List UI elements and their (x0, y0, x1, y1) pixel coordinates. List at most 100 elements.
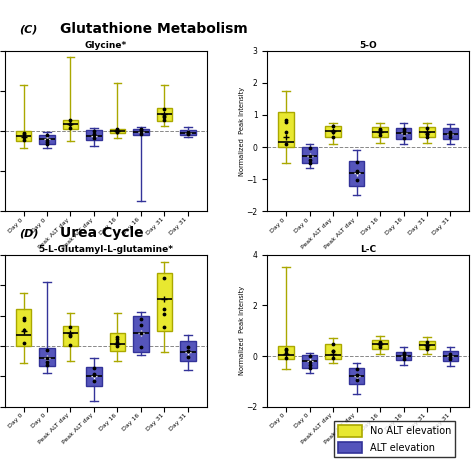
Point (353, 365, 360, 373)
Point (423, 124, 431, 132)
Point (376, 341, 384, 348)
Point (67, 331, 74, 339)
Point (43, 131, 51, 139)
Point (423, 338, 431, 346)
PathPatch shape (180, 130, 196, 135)
Title: Glycine*: Glycine* (84, 41, 127, 50)
Point (67, 332, 74, 340)
PathPatch shape (373, 340, 388, 349)
Point (137, 130, 145, 138)
PathPatch shape (349, 161, 364, 186)
Point (137, 127, 145, 134)
Point (114, 128, 121, 136)
Point (376, 127, 384, 134)
Point (400, 134, 407, 141)
Point (447, 128, 454, 136)
Title: L-C: L-C (360, 245, 376, 254)
Point (423, 130, 431, 137)
Point (283, 346, 290, 353)
Text: Glutathione Metabolism: Glutathione Metabolism (61, 22, 248, 36)
PathPatch shape (302, 355, 317, 368)
Point (114, 333, 121, 340)
Point (306, 156, 313, 164)
Point (114, 126, 121, 134)
Point (329, 354, 337, 362)
Point (90, 134, 98, 142)
Point (43, 140, 51, 147)
Point (283, 141, 290, 148)
Point (329, 128, 337, 135)
Point (423, 342, 431, 350)
Point (400, 125, 407, 133)
Point (329, 347, 337, 355)
PathPatch shape (63, 120, 78, 129)
PathPatch shape (110, 128, 125, 133)
PathPatch shape (86, 130, 101, 140)
Point (67, 323, 74, 330)
Text: Urea Cycle: Urea Cycle (61, 226, 144, 240)
Point (43, 362, 51, 369)
PathPatch shape (278, 346, 294, 359)
PathPatch shape (63, 326, 78, 346)
Point (67, 120, 74, 128)
Point (184, 343, 191, 351)
PathPatch shape (302, 147, 317, 163)
PathPatch shape (133, 128, 148, 135)
Point (376, 339, 384, 347)
Point (161, 310, 168, 318)
Point (90, 130, 98, 138)
PathPatch shape (326, 126, 341, 137)
Point (329, 347, 337, 355)
Text: (D): (D) (18, 228, 38, 238)
Point (20, 129, 27, 137)
Y-axis label: Normalized  Peak Intensity: Normalized Peak Intensity (239, 86, 245, 175)
Point (353, 371, 360, 378)
Point (137, 329, 145, 337)
Point (137, 126, 145, 133)
PathPatch shape (180, 340, 196, 361)
Point (67, 121, 74, 128)
Point (137, 321, 145, 328)
Point (306, 364, 313, 372)
Point (283, 128, 290, 136)
Point (137, 315, 145, 323)
Point (90, 131, 98, 138)
Point (400, 350, 407, 358)
Point (20, 326, 27, 334)
Point (400, 355, 407, 363)
Point (306, 159, 313, 166)
Point (161, 305, 168, 312)
Point (114, 126, 121, 133)
Point (184, 129, 191, 137)
PathPatch shape (157, 273, 172, 331)
Point (306, 352, 313, 360)
Point (283, 345, 290, 353)
Point (283, 116, 290, 123)
Point (43, 358, 51, 366)
Point (161, 274, 168, 282)
Legend: No ALT elevation, ALT elevation: No ALT elevation, ALT elevation (334, 421, 455, 457)
Point (447, 353, 454, 360)
Point (20, 133, 27, 140)
Point (283, 354, 290, 362)
Title: 5-O: 5-O (359, 41, 377, 50)
Point (329, 128, 337, 136)
Point (447, 356, 454, 363)
Point (447, 133, 454, 141)
Point (283, 349, 290, 357)
PathPatch shape (419, 127, 435, 137)
Point (306, 358, 313, 366)
Point (306, 145, 313, 152)
Point (184, 347, 191, 355)
Point (353, 168, 360, 176)
PathPatch shape (133, 316, 148, 352)
Point (20, 130, 27, 137)
Point (161, 113, 168, 121)
Point (137, 128, 145, 136)
Point (329, 123, 337, 130)
Point (43, 138, 51, 146)
Point (423, 133, 431, 141)
Point (376, 126, 384, 133)
Point (329, 340, 337, 348)
Point (400, 352, 407, 360)
